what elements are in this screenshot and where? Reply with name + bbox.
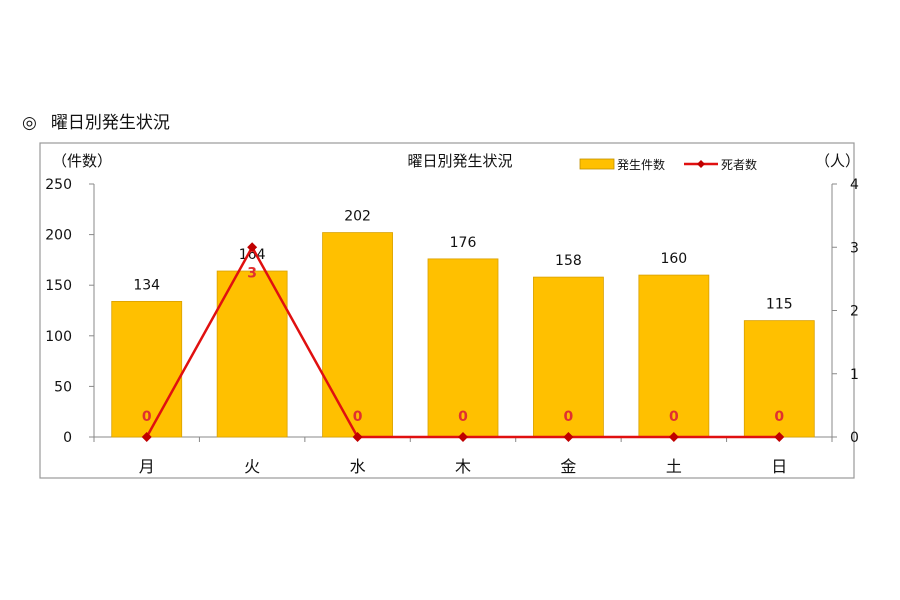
x-tick-label: 土 bbox=[666, 457, 682, 476]
line-point-1 bbox=[247, 242, 258, 253]
y-tick-label: 100 bbox=[45, 329, 72, 345]
bar-data-label: 160 bbox=[660, 251, 687, 267]
y2-axis-label: （人） bbox=[815, 152, 860, 170]
x-tick-label: 月 bbox=[139, 457, 155, 476]
line-data-label: 0 bbox=[669, 409, 679, 425]
line-data-label: 0 bbox=[564, 409, 574, 425]
y2-tick-label: 1 bbox=[850, 367, 859, 383]
x-tick-label: 木 bbox=[455, 457, 471, 476]
line-data-label: 3 bbox=[247, 265, 257, 281]
bar-3 bbox=[427, 258, 499, 438]
double-circle-icon: ◎ bbox=[22, 113, 37, 133]
section-heading: ◎ 曜日別発生状況 bbox=[22, 108, 170, 133]
bar-1 bbox=[216, 270, 288, 438]
bar-4 bbox=[533, 276, 604, 438]
bar-data-label: 158 bbox=[555, 253, 582, 269]
bar-2 bbox=[322, 232, 393, 438]
y2-tick-label: 2 bbox=[850, 304, 859, 320]
bar-data-label: 176 bbox=[450, 235, 477, 251]
x-tick-label: 金 bbox=[560, 457, 576, 476]
bar-6 bbox=[743, 320, 815, 438]
legend-bar-label: 発生件数 bbox=[617, 157, 665, 172]
y-axis-label: （件数） bbox=[52, 152, 112, 170]
line-data-label: 0 bbox=[353, 409, 363, 425]
x-tick-label: 日 bbox=[771, 457, 787, 476]
y-tick-label: 50 bbox=[54, 379, 72, 395]
bar-5 bbox=[638, 274, 710, 438]
y2-tick-label: 4 bbox=[850, 177, 859, 193]
line-point-2 bbox=[352, 432, 363, 442]
legend-bar-swatch bbox=[579, 158, 615, 170]
y-tick-label: 0 bbox=[63, 430, 72, 446]
y-tick-label: 250 bbox=[45, 177, 72, 193]
y2-tick-label: 0 bbox=[850, 430, 859, 446]
line-data-label: 0 bbox=[458, 409, 468, 425]
line-point-4 bbox=[563, 432, 574, 442]
y-tick-label: 200 bbox=[45, 228, 72, 244]
legend-diamond-marker bbox=[697, 160, 705, 168]
line-data-label: 0 bbox=[774, 409, 784, 425]
legend-line-label: 死者数 bbox=[721, 157, 757, 172]
section-heading-text: 曜日別発生状況 bbox=[50, 113, 170, 133]
line-point-5 bbox=[668, 432, 679, 442]
line-point-6 bbox=[774, 432, 785, 442]
bar-data-label: 202 bbox=[344, 209, 371, 225]
x-tick-label: 水 bbox=[350, 457, 366, 476]
line-point-0 bbox=[141, 432, 152, 442]
line-data-label: 0 bbox=[142, 409, 152, 425]
line-point-3 bbox=[458, 432, 468, 442]
bar-0 bbox=[111, 300, 183, 438]
bar-data-label: 134 bbox=[133, 277, 160, 293]
y2-tick-label: 3 bbox=[850, 240, 859, 256]
y-tick-label: 150 bbox=[45, 278, 72, 294]
bar-data-label: 115 bbox=[766, 297, 793, 313]
x-tick-label: 火 bbox=[244, 457, 260, 476]
chart-title: 曜日別発生状況 bbox=[407, 152, 512, 170]
legend: 発生件数 死者数 bbox=[579, 157, 757, 172]
